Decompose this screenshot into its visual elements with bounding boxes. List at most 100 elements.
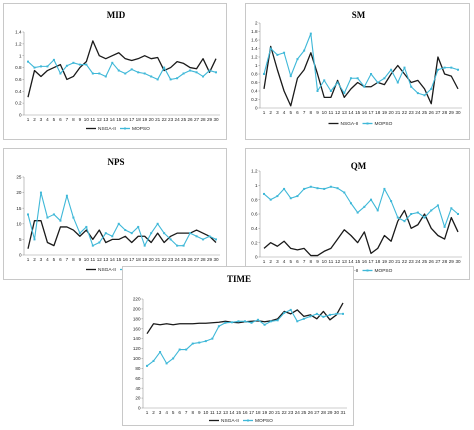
data-point-mopso <box>146 364 148 367</box>
y-tick-label: 0.4 <box>251 89 258 94</box>
x-tick-label: 16 <box>362 110 368 115</box>
legend-label-mopso: MOPSO <box>132 126 150 132</box>
x-tick-label: 23 <box>409 259 415 264</box>
data-point-mopso <box>195 235 198 238</box>
data-point-mopso <box>390 68 393 71</box>
x-tick-label: 7 <box>303 110 306 115</box>
data-point-mopso <box>370 198 373 201</box>
data-point-mopso <box>202 238 205 241</box>
y-tick-label: 80 <box>135 366 141 371</box>
data-point-mopso <box>91 72 94 75</box>
data-point-mopso <box>296 58 299 61</box>
x-tick-label: 25 <box>422 110 428 115</box>
x-tick-label: 1 <box>27 257 30 262</box>
data-point-mopso <box>104 75 107 78</box>
series-line-mopso <box>27 59 217 80</box>
y-tick-label: 1.8 <box>251 29 258 34</box>
x-tick-label: 14 <box>229 410 235 415</box>
x-tick-label: 16 <box>362 259 368 264</box>
data-point-mopso <box>33 66 36 69</box>
x-tick-label: 28 <box>442 110 448 115</box>
x-tick-label: 5 <box>53 257 56 262</box>
y-tick-label: 1.4 <box>251 46 258 51</box>
series-line-mopso <box>263 33 459 96</box>
x-tick-label: 27 <box>435 110 441 115</box>
data-point-mopso <box>163 66 166 69</box>
y-tick-label: 2 <box>255 21 258 26</box>
data-point-mopso <box>270 320 273 323</box>
x-tick-label: 12 <box>216 410 222 415</box>
data-point-mopso <box>269 47 272 50</box>
x-tick-label: 12 <box>97 257 103 262</box>
x-tick-label: 19 <box>382 110 388 115</box>
x-tick-label: 18 <box>256 410 262 415</box>
data-point-mopso <box>150 232 153 235</box>
x-tick-label: 18 <box>375 110 381 115</box>
data-point-mopso <box>130 232 133 235</box>
data-point-mopso <box>296 320 299 323</box>
y-tick-label: 0 <box>138 406 141 411</box>
data-point-mopso <box>124 72 127 75</box>
data-point-mopso <box>230 321 233 324</box>
x-tick-label: 13 <box>103 117 109 122</box>
data-point-mopso <box>39 65 42 68</box>
x-tick-label: 1 <box>27 117 30 122</box>
data-point-mopso <box>416 211 419 214</box>
x-tick-label: 22 <box>282 410 288 415</box>
x-tick-label: 15 <box>355 259 361 264</box>
x-tick-label: 7 <box>66 117 69 122</box>
y-tick-label: 5 <box>19 237 22 242</box>
x-tick-label: 16 <box>123 117 129 122</box>
data-point-mopso <box>370 73 373 75</box>
chart-panel-sm: SM 0 0.2 0.4 0.6 0.8 1 1.2 1.4 1.6 1.8 2 1 2 3 4 5 6 7 8 9 10… <box>245 3 470 140</box>
data-point-mopso <box>316 187 319 190</box>
series-line-nsga-ii <box>146 302 344 335</box>
x-tick-label: 8 <box>72 257 75 262</box>
x-tick-label: 25 <box>422 259 428 264</box>
data-point-mopso <box>185 348 188 351</box>
data-point-mopso <box>356 211 359 214</box>
x-tick-label: 23 <box>288 410 294 415</box>
x-tick-label: 4 <box>283 110 286 115</box>
y-tick-label: 0 <box>19 113 22 118</box>
series-line-nsga-ii <box>263 209 459 257</box>
data-point-mopso <box>33 238 36 241</box>
data-point-mopso <box>296 195 299 198</box>
x-tick-label: 6 <box>296 110 299 115</box>
x-tick-label: 20 <box>149 117 155 122</box>
x-tick-label: 23 <box>168 117 174 122</box>
y-tick-label: 0.2 <box>251 97 258 102</box>
x-tick-label: 5 <box>172 410 175 415</box>
y-tick-label: 220 <box>133 297 141 302</box>
data-point-mopso <box>430 209 433 212</box>
x-tick-label: 13 <box>342 110 348 115</box>
x-tick-label: 5 <box>289 259 292 264</box>
x-tick-label: 3 <box>159 410 162 415</box>
data-point-mopso <box>150 75 153 78</box>
chart-panel-qm: QM 0 0.2 0.4 0.6 0.8 1 1.2 1 2 3 4 5 6 7 8 9 10 11 12 13 14 15… <box>245 148 470 280</box>
legend-label-nsga-ii: NSGA-II <box>221 418 239 424</box>
data-point-mopso <box>336 81 339 84</box>
data-point-mopso <box>237 320 240 323</box>
data-point-mopso <box>450 66 453 69</box>
x-tick-label: 17 <box>249 410 255 415</box>
legend-label-mopso: MOPSO <box>255 418 273 424</box>
y-tick-label: 0.6 <box>251 80 258 85</box>
data-point-mopso <box>39 191 42 194</box>
y-tick-label: 1.6 <box>251 38 258 43</box>
data-point-mopso <box>450 207 453 210</box>
x-tick-label: 2 <box>269 259 272 264</box>
x-tick-label: 25 <box>301 410 307 415</box>
x-tick-label: 23 <box>409 110 415 115</box>
x-tick-label: 6 <box>59 257 62 262</box>
x-tick-label: 11 <box>210 410 215 415</box>
x-tick-label: 7 <box>185 410 188 415</box>
y-tick-label: 1 <box>19 53 22 58</box>
x-tick-label: 14 <box>110 117 116 122</box>
x-tick-label: 13 <box>223 410 229 415</box>
x-tick-label: 19 <box>262 410 268 415</box>
x-tick-label: 14 <box>348 259 354 264</box>
x-tick-label: 21 <box>155 257 161 262</box>
